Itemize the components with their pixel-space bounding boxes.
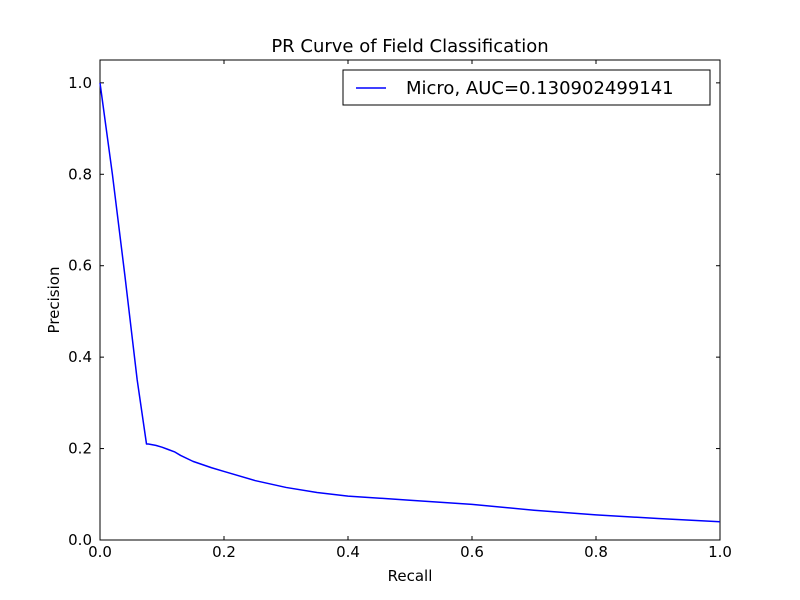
x-tick-label: 0.4: [336, 543, 360, 561]
x-tick-label: 0.0: [88, 543, 112, 561]
legend: Micro, AUC=0.130902499141: [342, 69, 711, 106]
y-tick-label: 0.0: [68, 531, 92, 549]
chart-title: PR Curve of Field Classification: [271, 36, 548, 57]
y-tick-label: 1.0: [68, 74, 92, 92]
legend-box: [342, 69, 711, 106]
x-tick-label: 1.0: [708, 543, 732, 561]
x-tick-label: 0.8: [584, 543, 608, 561]
x-tick-label: 0.6: [460, 543, 484, 561]
series-layer: [99, 82, 721, 523]
y-tick-label: 0.6: [68, 257, 92, 275]
x-tick-label: 0.2: [212, 543, 236, 561]
y-tick-label: 0.2: [68, 440, 92, 458]
tick-labels: 0.0 0.2 0.4 0.6 0.8 1.0 0.0 0.2 0.4 0.6 0.8 1.0: [68, 74, 732, 561]
series-line-micro: [99, 82, 721, 523]
y-tick-label: 0.8: [68, 165, 92, 183]
plot-area: [99, 59, 721, 541]
legend-label: Micro, AUC=0.130902499141: [406, 78, 674, 99]
x-axis-label: Recall: [388, 567, 433, 585]
y-axis-label: Precision: [45, 267, 63, 334]
axis-ticks: [99, 60, 721, 541]
y-tick-label: 0.4: [68, 348, 92, 366]
